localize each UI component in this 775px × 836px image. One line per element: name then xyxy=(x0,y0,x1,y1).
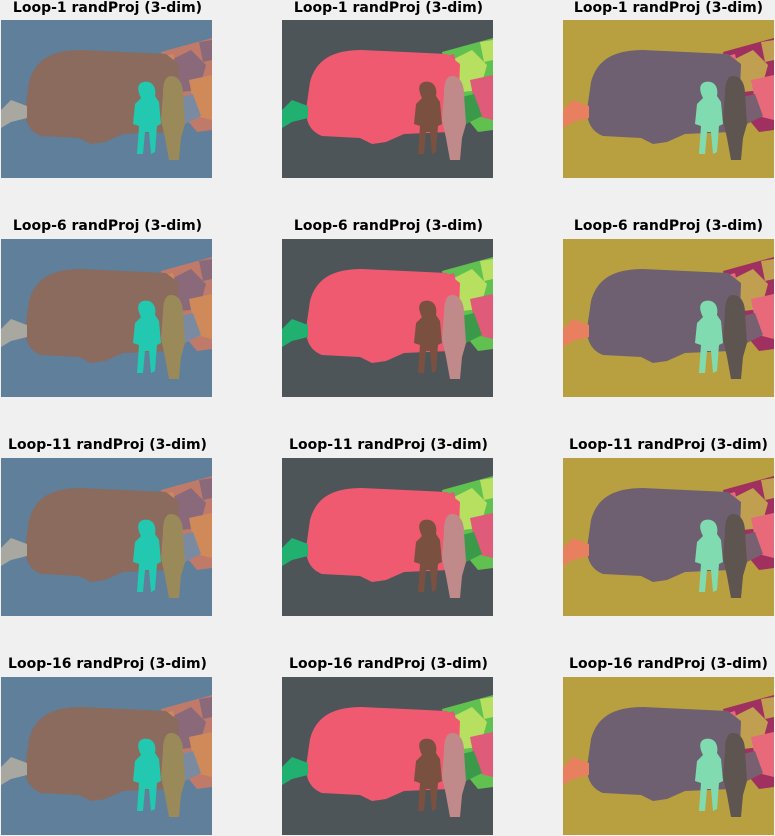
person-region xyxy=(161,295,185,379)
foliage-region xyxy=(199,259,212,281)
foliage-region xyxy=(480,40,493,62)
segmentation-image xyxy=(563,20,774,178)
segmentation-svg xyxy=(1,677,212,835)
panel-title: Loop-11 randProj (3-dim) xyxy=(289,437,488,453)
foliage-region xyxy=(761,478,774,500)
person-region xyxy=(133,738,161,811)
segmentation-svg xyxy=(1,239,212,397)
person-region xyxy=(723,514,747,598)
person-region xyxy=(133,81,161,154)
segmentation-svg xyxy=(282,20,493,178)
foliage-region xyxy=(199,40,212,62)
segmentation-svg xyxy=(1,458,212,616)
foliage-region xyxy=(761,697,774,719)
panel-title: Loop-1 randProj (3-dim) xyxy=(12,0,203,16)
person-region xyxy=(133,300,161,373)
left-object-region xyxy=(1,538,27,566)
foliage-region xyxy=(199,478,212,500)
segmentation-image xyxy=(1,677,212,835)
foliage-region xyxy=(761,40,774,62)
panel-title: Loop-16 randProj (3-dim) xyxy=(569,656,768,672)
segmentation-svg xyxy=(563,239,774,397)
segmentation-svg xyxy=(563,677,774,835)
left-object-region xyxy=(563,757,589,785)
segmentation-svg xyxy=(563,458,774,616)
person-region xyxy=(161,733,185,817)
segmentation-svg xyxy=(282,458,493,616)
person-region xyxy=(723,76,747,160)
segmentation-image xyxy=(282,20,493,178)
left-object-region xyxy=(563,100,589,128)
left-object-region xyxy=(563,538,589,566)
panel-title: Loop-11 randProj (3-dim) xyxy=(569,437,768,453)
segmentation-svg xyxy=(1,20,212,178)
person-region xyxy=(723,295,747,379)
segmentation-svg xyxy=(282,239,493,397)
segmentation-image xyxy=(1,239,212,397)
foliage-region xyxy=(761,259,774,281)
left-object-region xyxy=(1,757,27,785)
foliage-region xyxy=(199,697,212,719)
left-object-region xyxy=(1,100,27,128)
person-region xyxy=(414,81,442,154)
person-region xyxy=(442,733,466,817)
person-region xyxy=(442,514,466,598)
person-region xyxy=(442,295,466,379)
foliage-region xyxy=(480,259,493,281)
segmentation-image xyxy=(282,458,493,616)
segmentation-image xyxy=(282,677,493,835)
left-object-region xyxy=(282,757,308,785)
panel-title: Loop-16 randProj (3-dim) xyxy=(289,656,488,672)
segmentation-svg xyxy=(563,20,774,178)
person-region xyxy=(414,300,442,373)
person-region xyxy=(133,519,161,592)
panel-title: Loop-6 randProj (3-dim) xyxy=(12,218,203,234)
left-object-region xyxy=(563,319,589,347)
segmentation-image xyxy=(282,239,493,397)
left-object-region xyxy=(1,319,27,347)
panel-title: Loop-1 randProj (3-dim) xyxy=(293,0,484,16)
segmentation-image xyxy=(1,458,212,616)
foliage-region xyxy=(480,478,493,500)
person-region xyxy=(161,514,185,598)
foliage-region xyxy=(480,697,493,719)
segmentation-image xyxy=(563,239,774,397)
panel-title: Loop-16 randProj (3-dim) xyxy=(8,656,207,672)
segmentation-image xyxy=(1,20,212,178)
person-region xyxy=(695,519,723,592)
person-region xyxy=(442,76,466,160)
person-region xyxy=(695,81,723,154)
panel-title: Loop-1 randProj (3-dim) xyxy=(573,0,764,16)
segmentation-image xyxy=(563,677,774,835)
person-region xyxy=(414,519,442,592)
segmentation-image xyxy=(563,458,774,616)
panel-title: Loop-6 randProj (3-dim) xyxy=(293,218,484,234)
person-region xyxy=(723,733,747,817)
person-region xyxy=(161,76,185,160)
person-region xyxy=(695,738,723,811)
left-object-region xyxy=(282,100,308,128)
person-region xyxy=(414,738,442,811)
panel-title: Loop-11 randProj (3-dim) xyxy=(8,437,207,453)
panel-title: Loop-6 randProj (3-dim) xyxy=(573,218,764,234)
person-region xyxy=(695,300,723,373)
segmentation-svg xyxy=(282,677,493,835)
left-object-region xyxy=(282,319,308,347)
left-object-region xyxy=(282,538,308,566)
